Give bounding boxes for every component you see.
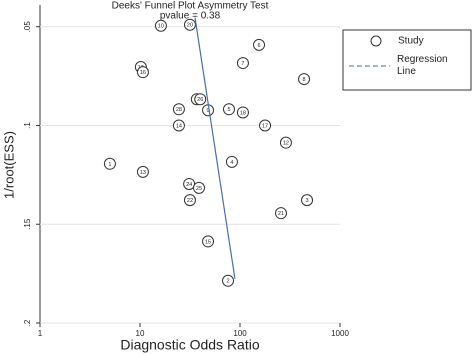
- study-point: 17: [259, 119, 272, 132]
- study-point: 1: [103, 157, 116, 170]
- study-point: 10: [154, 19, 167, 32]
- marker: [274, 207, 287, 220]
- study-point: 14: [172, 119, 185, 132]
- point-label: 12: [283, 141, 289, 147]
- x-tick-label: 1000: [331, 329, 349, 338]
- study-point: 2: [222, 274, 235, 287]
- y-axis-label: 1/root(ESS): [1, 131, 16, 199]
- point-label: 22: [187, 198, 193, 204]
- point-label: 4: [230, 160, 233, 166]
- marker: [202, 235, 215, 248]
- marker: [136, 66, 149, 79]
- study-point: 12: [279, 136, 292, 149]
- point-label: 14: [176, 123, 182, 129]
- marker: [172, 103, 185, 116]
- y-tick-label: .15: [23, 218, 32, 230]
- marker: [103, 157, 116, 170]
- study-point: 18: [236, 106, 249, 119]
- point-label: 7: [241, 61, 244, 67]
- point-label: 8: [303, 77, 306, 83]
- point-label: 20: [187, 23, 193, 29]
- chart-title: Deeks' Funnel Plot Asymmetry Test: [112, 1, 269, 12]
- marker: [222, 274, 235, 287]
- point-label: 1: [108, 162, 111, 168]
- point-label: 13: [140, 170, 146, 176]
- point-label: 17: [262, 123, 268, 129]
- marker: [236, 57, 249, 70]
- point-label: 10: [158, 24, 164, 30]
- x-tick-label: 100: [233, 329, 247, 338]
- legend-box: [342, 29, 472, 91]
- y-tick-label: .2: [23, 319, 32, 326]
- marker: [236, 106, 249, 119]
- legend-label: Study: [398, 36, 424, 47]
- marker: [136, 165, 149, 178]
- study-point: 25: [192, 181, 205, 194]
- study-point: 13: [136, 165, 149, 178]
- legend-marker: [370, 35, 382, 47]
- study-point: 28: [172, 103, 185, 116]
- point-label: 25: [196, 186, 202, 192]
- marker: [253, 38, 266, 51]
- point-label: 26: [197, 97, 203, 103]
- study-point: 20: [183, 18, 196, 31]
- x-tick-label: 10: [136, 329, 145, 338]
- study-point: 8: [298, 73, 311, 86]
- study-point: 26: [194, 93, 207, 106]
- x-axis-label: Diagnostic Odds Ratio: [120, 337, 260, 353]
- point-label: 28: [176, 107, 182, 113]
- point-label: 5: [227, 107, 230, 113]
- marker: [259, 119, 272, 132]
- study-point: 16: [136, 66, 149, 79]
- study-point: 4: [225, 155, 238, 168]
- study-point: 15: [202, 235, 215, 248]
- point-label: 3: [305, 198, 308, 204]
- marker: [154, 19, 167, 32]
- marker: [222, 103, 235, 116]
- legend-label: Regression Line: [397, 54, 448, 77]
- study-point: 6: [253, 38, 266, 51]
- marker: [172, 119, 185, 132]
- point-label: 18: [240, 110, 246, 116]
- study-point: 9: [202, 104, 215, 117]
- regression-line: [194, 17, 236, 279]
- marker: [194, 93, 207, 106]
- marker: [298, 73, 311, 86]
- point-label: 6: [258, 43, 261, 49]
- x-tick-label: 1: [38, 329, 43, 338]
- y-tick-label: .1: [23, 122, 32, 129]
- marker: [183, 194, 196, 207]
- study-point: 3: [301, 194, 314, 207]
- marker: [192, 181, 205, 194]
- marker: [279, 136, 292, 149]
- marker: [183, 18, 196, 31]
- chart-subtitle: pvalue = 0.38: [160, 11, 221, 22]
- marker: [301, 194, 314, 207]
- study-point: 7: [236, 57, 249, 70]
- study-point: 22: [183, 194, 196, 207]
- point-label: 16: [140, 70, 146, 76]
- point-label: 9: [207, 108, 210, 114]
- point-label: 21: [278, 211, 284, 217]
- point-label: 15: [205, 239, 211, 245]
- study-point: 24: [183, 177, 196, 190]
- marker: [225, 155, 238, 168]
- point-label: 2: [226, 279, 229, 285]
- study-point: 5: [222, 103, 235, 116]
- point-label: 24: [186, 182, 192, 188]
- study-point: 21: [274, 207, 287, 220]
- y-tick-label: .05: [23, 21, 32, 33]
